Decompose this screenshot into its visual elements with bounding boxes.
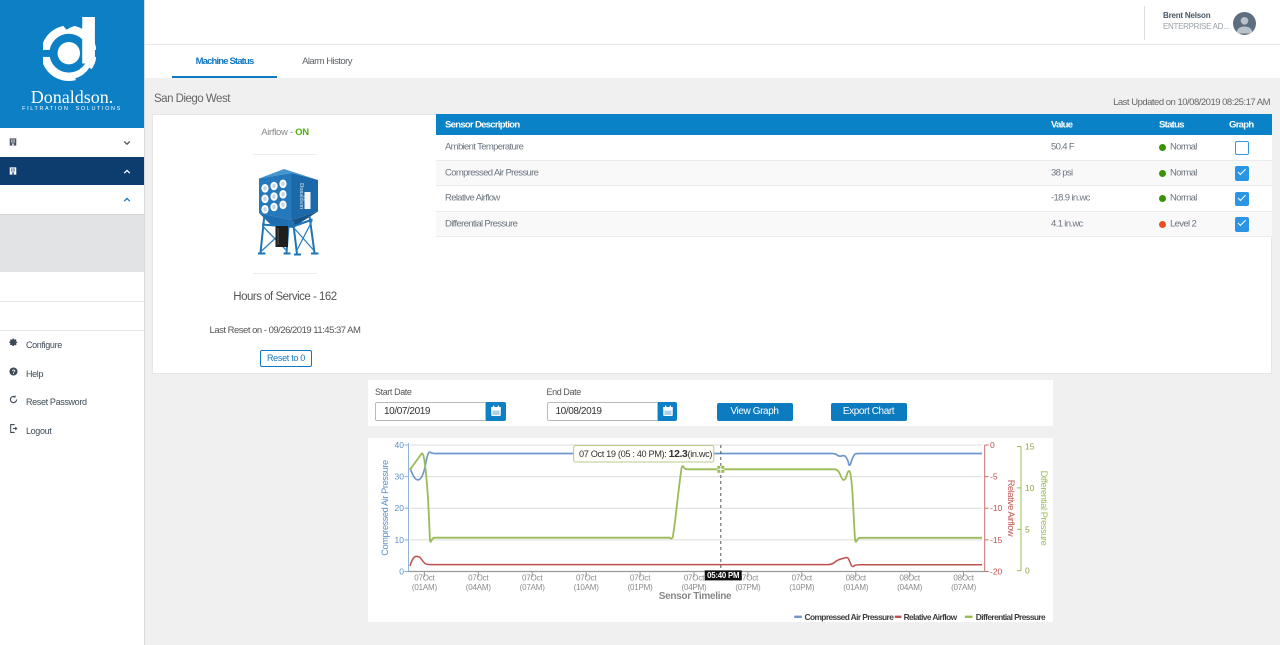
svg-text:?: ? [12,368,16,375]
svg-text:-5: -5 [990,472,998,482]
svg-text:(07PM): (07PM) [735,583,761,592]
svg-text:08Oct: 08Oct [953,574,974,583]
svg-text:0: 0 [399,567,404,577]
svg-text:15: 15 [1025,442,1035,452]
svg-text:20: 20 [395,503,405,513]
svg-text:40: 40 [395,440,405,450]
svg-text:-15: -15 [990,535,1003,545]
svg-text:07Oct: 07Oct [792,574,813,583]
svg-text:Donaldson: Donaldson [298,183,304,209]
svg-text:Relative Airflow: Relative Airflow [904,612,958,622]
svg-text:Relative Airflow: Relative Airflow [1006,480,1016,537]
svg-text:07Oct: 07Oct [522,574,543,583]
svg-text:-20: -20 [990,567,1003,577]
svg-text:07Oct: 07Oct [414,574,435,583]
svg-text:07 Oct 19 (05 : 40 PM): 12.3(i: 07 Oct 19 (05 : 40 PM): 12.3(in.wc) [579,449,712,460]
svg-text:(07AM): (07AM) [951,583,977,592]
svg-text:10: 10 [1025,483,1035,493]
svg-text:30: 30 [395,472,405,482]
svg-text:Compressed Air Pressure: Compressed Air Pressure [805,612,895,622]
svg-text:(04PM): (04PM) [681,583,707,592]
svg-text:07Oct: 07Oct [468,574,489,583]
svg-text:(01PM): (01PM) [628,583,654,592]
svg-text:05:40 PM: 05:40 PM [707,571,739,580]
svg-text:-10: -10 [990,503,1003,513]
svg-text:07Oct: 07Oct [684,574,705,583]
svg-text:08Oct: 08Oct [900,574,921,583]
svg-text:10: 10 [395,535,405,545]
svg-text:(04AM): (04AM) [466,583,492,592]
svg-text:08Oct: 08Oct [846,574,867,583]
svg-text:(01AM): (01AM) [412,583,438,592]
svg-text:(07AM): (07AM) [520,583,546,592]
svg-text:(01AM): (01AM) [843,583,869,592]
svg-text:0: 0 [990,440,995,450]
svg-text:0: 0 [1025,566,1030,576]
svg-text:Differential Pressure: Differential Pressure [1039,471,1049,546]
svg-text:Sensor Timeline: Sensor Timeline [659,591,732,602]
svg-text:(10AM): (10AM) [574,583,600,592]
svg-text:07Oct: 07Oct [576,574,597,583]
svg-text:5: 5 [1025,524,1030,534]
svg-text:Compressed Air Pressure: Compressed Air Pressure [380,460,390,556]
svg-text:(04AM): (04AM) [897,583,923,592]
svg-text:Differential Pressure: Differential Pressure [976,612,1046,622]
svg-text:(10PM): (10PM) [789,583,815,592]
svg-text:07Oct: 07Oct [630,574,651,583]
svg-text:07Oct: 07Oct [738,574,759,583]
